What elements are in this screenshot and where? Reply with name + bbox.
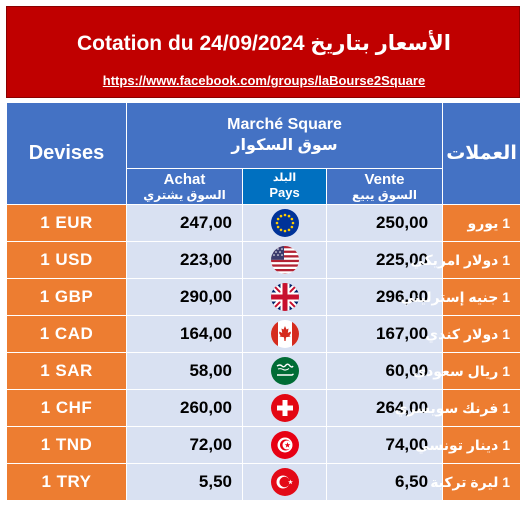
table-row: 1 TRY 5,50 6,50 1 ليرة تركية: [6, 463, 522, 501]
table-row: 1 USD 223,00: [6, 241, 522, 279]
currency-name-ar: 1 دولار امريكي: [410, 241, 522, 279]
buy-rate: 223,00: [126, 241, 243, 279]
sell-rate: 6,50: [325, 463, 444, 501]
currency-code: 1 CHF: [6, 389, 127, 427]
turkey-flag-icon: [270, 468, 299, 496]
sell-rate: 167,00: [325, 315, 444, 353]
currency-name-ar: 1 فرنك سويسري: [395, 389, 522, 427]
buy-header: Achat السوق يشتري: [126, 168, 243, 205]
market-title-fr: Marché Square: [227, 115, 342, 133]
currency-code: 1 CAD: [6, 315, 127, 353]
canada-flag-icon: [270, 320, 299, 348]
sell-header-fr: Vente: [364, 170, 405, 188]
flag-cell: [242, 426, 327, 464]
sell-rate: 250,00: [325, 204, 444, 242]
flag-cell: [242, 389, 327, 427]
us-flag-icon: [270, 246, 299, 274]
swiss-flag-icon: [270, 394, 299, 422]
market-header: Marché Square سوق السكوار: [125, 102, 444, 169]
arabic-currencies-header: العملات: [442, 102, 522, 205]
eu-flag-icon: [270, 209, 299, 237]
table-row: 1 TND 72,00 74,00 1 دينار تونسي: [6, 426, 522, 464]
table-row: 1 SAR 58,00 60,00 1 ريال سعودي: [6, 352, 522, 390]
buy-rate: 247,00: [126, 204, 243, 242]
buy-rate: 5,50: [126, 463, 243, 501]
country-header-ar: البلد: [272, 172, 297, 184]
flag-cell: [242, 352, 327, 390]
sell-header: Vente السوق يبيع: [325, 168, 444, 205]
currency-name-ar: 1 دينار تونسي: [415, 426, 522, 464]
sell-rate: 225,00: [325, 241, 444, 279]
saudi-flag-icon: [270, 357, 299, 385]
buy-rate: 72,00: [126, 426, 243, 464]
flag-cell: [242, 315, 327, 353]
exchange-rates-table: Devises Marché Square سوق السكوار العملا…: [6, 102, 522, 501]
buy-rate: 58,00: [126, 352, 243, 390]
devises-header: Devises: [6, 102, 127, 205]
flag-cell: [242, 278, 327, 316]
currency-code: 1 USD: [6, 241, 127, 279]
sell-rate: 296,00: [325, 278, 444, 316]
buy-rate: 164,00: [126, 315, 243, 353]
table-row: 1 GBP 290,00 296,00 1 جنيه إسترليني: [6, 278, 522, 316]
currency-name-ar: 1 يورو: [442, 204, 522, 242]
currency-name-ar: 1 جنيه إسترليني: [401, 278, 522, 316]
sell-rate: 264,00: [325, 389, 444, 427]
currency-name-ar: 1 ريال سعودي: [413, 352, 522, 390]
sell-rate: 74,00: [325, 426, 444, 464]
buy-rate: 290,00: [126, 278, 243, 316]
market-title-ar: سوق السكوار: [231, 136, 338, 154]
currency-name-ar: 1 ليرة تركية: [430, 463, 522, 501]
table-row: 1 CAD 164,00 167,00 1 دولار كندي: [6, 315, 522, 353]
buy-header-ar: السوق يشتري: [143, 187, 226, 202]
title-banner: Cotation du 24/09/2024 الأسعار بتاريخ ht…: [6, 6, 520, 98]
page-title: Cotation du 24/09/2024 الأسعار بتاريخ: [76, 32, 452, 55]
buy-header-fr: Achat: [163, 170, 206, 188]
country-header-fr: Pays: [269, 185, 300, 200]
facebook-group-link[interactable]: https://www.facebook.com/groups/laBourse…: [102, 73, 426, 88]
uk-flag-icon: [270, 283, 299, 311]
currency-code: 1 EUR: [6, 204, 127, 242]
currency-name-ar: 1 دولار كندي: [425, 315, 522, 353]
table-row: 1 CHF 260,00 264,00 1 فرنك سويسري: [6, 389, 522, 427]
buy-rate: 260,00: [126, 389, 243, 427]
country-header: البلد Pays: [242, 168, 327, 205]
currency-code: 1 TRY: [6, 463, 127, 501]
flag-cell: [242, 463, 327, 501]
sell-header-ar: السوق يبيع: [352, 187, 417, 202]
tunisia-flag-icon: [270, 431, 299, 459]
flag-cell: [242, 204, 327, 242]
sell-rate: 60,00: [325, 352, 444, 390]
currency-code: 1 TND: [6, 426, 127, 464]
currency-code: 1 SAR: [6, 352, 127, 390]
flag-cell: [242, 241, 327, 279]
table-row: 1 EUR 247,00 250,00: [6, 204, 522, 242]
currency-code: 1 GBP: [6, 278, 127, 316]
